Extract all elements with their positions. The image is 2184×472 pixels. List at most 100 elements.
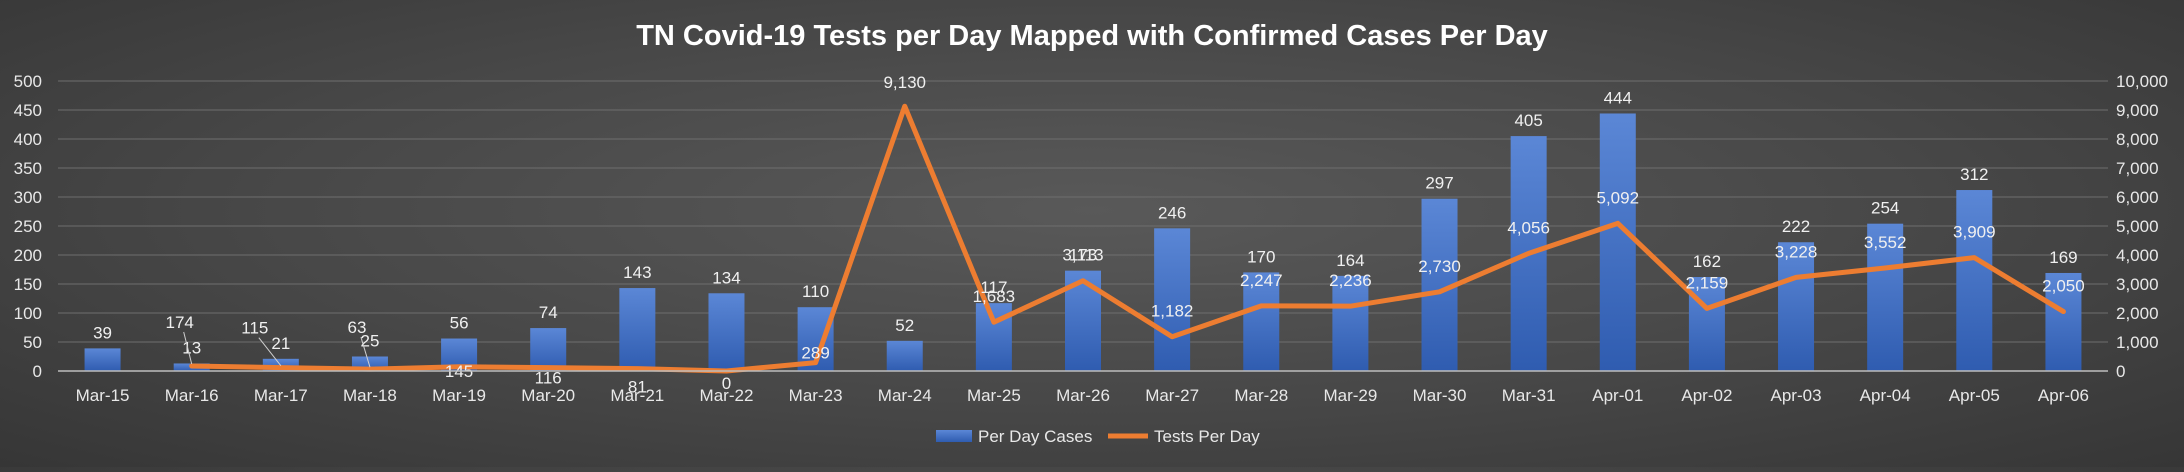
bar bbox=[708, 293, 745, 371]
x-tick-label: Mar-27 bbox=[1145, 386, 1199, 405]
chart-title: TN Covid-19 Tests per Day Mapped with Co… bbox=[636, 20, 1548, 52]
bar-value-label: 169 bbox=[2049, 248, 2077, 267]
legend-label: Tests Per Day bbox=[1154, 427, 1260, 446]
x-tick-label: Mar-24 bbox=[878, 386, 932, 405]
bar-value-label: 162 bbox=[1693, 252, 1721, 271]
x-tick-label: Mar-22 bbox=[700, 386, 754, 405]
bar-value-label: 13 bbox=[182, 338, 201, 357]
line-value-label: 3,909 bbox=[1953, 223, 1996, 242]
right-axis-tick-label: 5,000 bbox=[2116, 217, 2159, 236]
right-axis-ticks: 0 1,000 2,000 3,000 4,000 5,000 6,000 7,000 8,00… bbox=[2116, 72, 2168, 381]
right-axis-tick-label: 7,000 bbox=[2116, 159, 2159, 178]
bar-value-label: 405 bbox=[1514, 111, 1542, 130]
bar-value-label: 117 bbox=[980, 278, 1007, 297]
left-axis-tick-label: 150 bbox=[14, 275, 42, 294]
right-axis-tick-label: 4,000 bbox=[2116, 246, 2159, 265]
bar bbox=[619, 288, 656, 371]
bar-value-label: 254 bbox=[1871, 199, 1899, 218]
line-value-label: 3,113 bbox=[1062, 246, 1103, 265]
line-value-label: 2,730 bbox=[1418, 257, 1461, 276]
line-value-label: 289 bbox=[801, 344, 829, 363]
left-axis-tick-label: 250 bbox=[14, 217, 42, 236]
left-axis-tick-label: 300 bbox=[14, 188, 42, 207]
right-axis-tick-label: 1,000 bbox=[2116, 333, 2159, 352]
line-value-label: 174 bbox=[166, 313, 194, 332]
x-tick-label: Apr-05 bbox=[1949, 386, 2000, 405]
x-tick-label: Mar-19 bbox=[432, 386, 486, 405]
bar bbox=[975, 303, 1012, 371]
line-value-label: 2,236 bbox=[1329, 271, 1372, 290]
x-tick-label: Apr-03 bbox=[1771, 386, 1822, 405]
bar bbox=[1956, 190, 1993, 371]
legend-label: Per Day Cases bbox=[978, 427, 1092, 446]
x-tick-label: Apr-02 bbox=[1681, 386, 1732, 405]
line-value-label: 115 bbox=[241, 319, 268, 338]
left-axis-tick-label: 450 bbox=[14, 101, 42, 120]
bar bbox=[1154, 228, 1191, 371]
right-axis-tick-label: 2,000 bbox=[2116, 304, 2159, 323]
bar bbox=[1243, 272, 1280, 371]
line-value-label: 63 bbox=[347, 318, 366, 337]
bar-value-label: 134 bbox=[712, 268, 740, 287]
legend: Per Day Cases Tests Per Day bbox=[936, 427, 1260, 446]
bar-value-label: 21 bbox=[271, 334, 290, 353]
bar bbox=[1778, 242, 1815, 371]
x-tick-label: Mar-30 bbox=[1413, 386, 1467, 405]
x-tick-label: Mar-25 bbox=[967, 386, 1021, 405]
line-value-label: 1,182 bbox=[1151, 302, 1194, 321]
left-axis-tick-label: 350 bbox=[14, 159, 42, 178]
label-leader-line bbox=[360, 337, 371, 368]
x-tick-label: Mar-20 bbox=[521, 386, 575, 405]
x-tick-label: Mar-15 bbox=[76, 386, 130, 405]
line-value-label: 0 bbox=[722, 374, 731, 393]
line-value-label: 4,056 bbox=[1507, 218, 1550, 237]
bar-value-label: 222 bbox=[1782, 217, 1810, 236]
x-tick-label: Mar-26 bbox=[1056, 386, 1110, 405]
x-tick-label: Mar-29 bbox=[1323, 386, 1377, 405]
x-tick-label: Mar-16 bbox=[165, 386, 219, 405]
x-tick-label: Mar-21 bbox=[610, 386, 664, 405]
bar bbox=[530, 328, 567, 371]
label-leader-line bbox=[258, 337, 282, 366]
right-axis-tick-label: 3,000 bbox=[2116, 275, 2159, 294]
bar-value-label: 143 bbox=[623, 263, 651, 282]
x-tick-label: Apr-01 bbox=[1592, 386, 1643, 405]
right-axis-tick-label: 8,000 bbox=[2116, 130, 2159, 149]
line-value-label: 3,552 bbox=[1864, 233, 1907, 252]
bar-value-label: 297 bbox=[1425, 174, 1453, 193]
left-axis-tick-label: 50 bbox=[23, 333, 42, 352]
x-tick-label: Apr-04 bbox=[1860, 386, 1911, 405]
line-value-label: 1,683 bbox=[973, 287, 1016, 306]
left-axis-tick-label: 100 bbox=[14, 304, 42, 323]
left-axis-tick-label: 200 bbox=[14, 246, 42, 265]
bar-value-label: 52 bbox=[895, 316, 914, 335]
line-value-label: 116 bbox=[535, 369, 562, 388]
right-axis-tick-label: 6,000 bbox=[2116, 188, 2159, 207]
line-series-tests-per-day bbox=[189, 103, 2066, 374]
x-tick-label: Mar-17 bbox=[254, 386, 308, 405]
x-tick-label: Mar-18 bbox=[343, 386, 397, 405]
line-value-label: 2,247 bbox=[1240, 271, 1283, 290]
right-axis-tick-label: 10,000 bbox=[2116, 72, 2168, 91]
bar bbox=[1867, 223, 1904, 371]
tests-per-day-line bbox=[189, 103, 2066, 374]
line-value-label: 81 bbox=[628, 378, 647, 397]
bar-value-label: 173 bbox=[1069, 246, 1097, 265]
bar-data-labels: 39 13 21 25 56 74 143 134 110 52 117 173 246 170 164 29… bbox=[93, 88, 2078, 357]
bar-value-label: 39 bbox=[93, 323, 112, 342]
bar bbox=[1688, 277, 1725, 371]
line-value-label: 2,159 bbox=[1686, 273, 1729, 292]
x-tick-label: Mar-31 bbox=[1502, 386, 1556, 405]
line-value-label: 5,092 bbox=[1597, 188, 1640, 207]
bar-value-label: 74 bbox=[539, 303, 558, 322]
x-tick-label: Mar-28 bbox=[1234, 386, 1288, 405]
left-axis-tick-label: 400 bbox=[14, 130, 42, 149]
right-axis-tick-label: 9,000 bbox=[2116, 101, 2159, 120]
bar-value-label: 164 bbox=[1336, 251, 1364, 270]
bar-value-label: 312 bbox=[1960, 165, 1988, 184]
line-value-label: 3,228 bbox=[1775, 242, 1818, 261]
bar-value-label: 246 bbox=[1158, 203, 1186, 222]
